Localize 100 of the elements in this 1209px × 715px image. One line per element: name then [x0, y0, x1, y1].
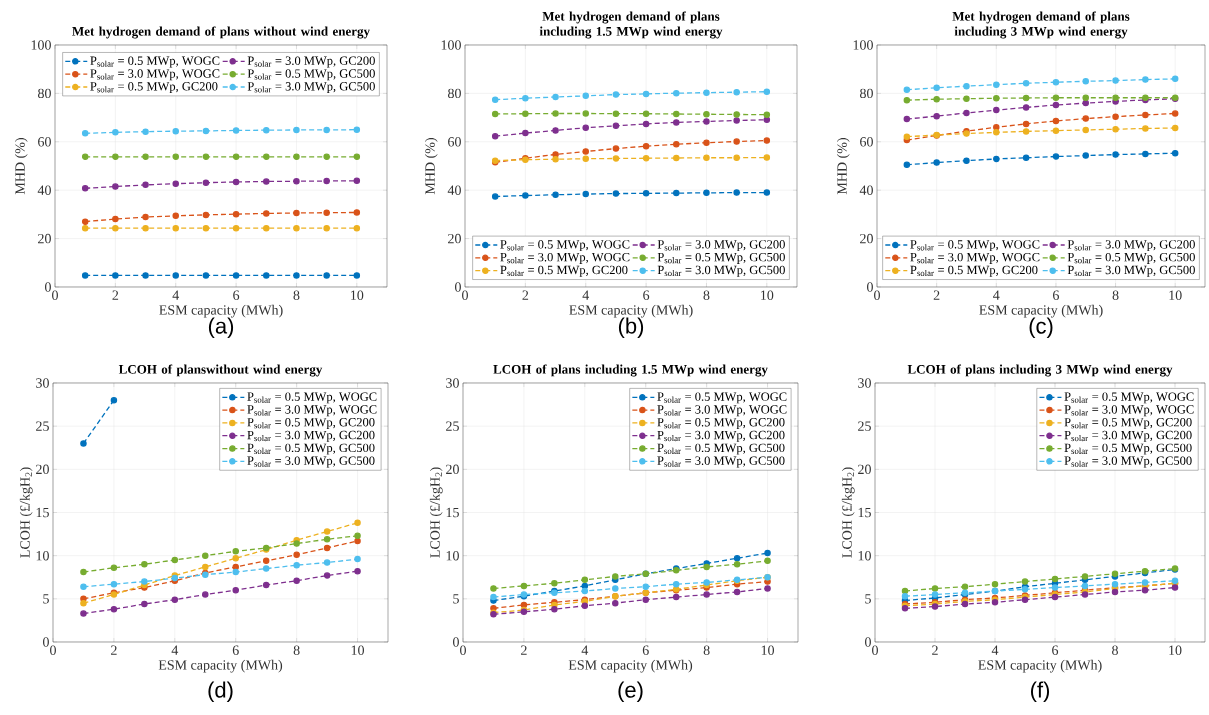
legend-label: P$_{solar}$ = 3.0 MWp, GC500: [657, 265, 785, 277]
y-tick-label: 0: [455, 282, 461, 292]
legend-label: P$_{solar}$ = 0.5 MWp, WOGC: [1064, 392, 1194, 404]
y-tick-label: 30: [858, 378, 871, 388]
legend-label: P$_{solar}$ = 0.5 MWp, GC500: [1064, 443, 1192, 455]
y-tick-label: 0: [865, 637, 871, 647]
y-tick-label: 10: [858, 550, 871, 561]
legend-label: P$_{solar}$ = 0.5 MWp, GC200: [1064, 418, 1192, 429]
y-tick-label: 0: [867, 282, 873, 292]
legend-label: P$_{solar}$ = 3.0 MWp, GC200: [247, 56, 375, 68]
y-tick-label: 25: [446, 421, 459, 431]
legend-label: P$_{solar}$ = 0.5 MWp, WOGC: [910, 240, 1040, 252]
legend-label: P$_{solar}$ = 3.0 MWp, GC500: [657, 456, 785, 468]
legend-label: P$_{solar}$ = 0.5 MWp, WOGC: [247, 392, 377, 404]
y-tick-label: 5: [43, 594, 49, 604]
y-tick-label: 40: [859, 185, 873, 195]
y-tick-label: 80: [38, 88, 51, 99]
y-axis-title: MHD (%): [424, 138, 438, 195]
x-tick-label: 8: [703, 290, 710, 300]
x-tick-label: 2: [933, 290, 940, 300]
legend-label: P$_{solar}$ = 0.5 MWp, WOGC: [90, 56, 220, 68]
chart-title: Met hydrogen demand of plans including 3 MWp wind energy: [952, 11, 1130, 39]
y-tick-label: 40: [447, 185, 461, 195]
x-tick-label: 6: [642, 645, 649, 655]
y-tick-label: 10: [36, 550, 49, 561]
y-tick-label: 80: [860, 88, 873, 99]
y-tick-label: 0: [453, 637, 459, 647]
legend-label: P$_{solar}$ = 3.0 MWp, WOGC: [90, 69, 220, 81]
text: (b): [618, 317, 644, 339]
x-tick-label: 4: [582, 290, 590, 300]
x-tick-label: 4: [172, 290, 180, 300]
legend-label: P$_{solar}$ = 0.5 MWp, GC500: [247, 443, 375, 455]
legend-label: P$_{solar}$ = 3.0 MWp, GC500: [247, 456, 375, 468]
legend-label: P$_{solar}$ = 3.0 MWp, GC200: [1067, 240, 1195, 252]
x-tick-label: 4: [991, 645, 999, 655]
y-tick-label: 20: [38, 233, 51, 244]
legend-label: P$_{solar}$ = 3.0 MWp, GC200: [657, 430, 785, 442]
y-tick-label: 100: [441, 40, 461, 50]
legend-label: P$_{solar}$ = 3.0 MWp, WOGC: [910, 252, 1040, 264]
legend-label: P$_{solar}$ = 0.5 MWp, GC500: [657, 252, 785, 264]
y-tick-label: 20: [448, 233, 461, 244]
y-tick-label: 60: [860, 137, 873, 147]
legend-label: P$_{solar}$ = 0.5 MWp, GC500: [247, 69, 375, 81]
x-tick-label: 8: [1112, 290, 1119, 300]
y-tick-label: 25: [36, 421, 49, 431]
x-tick-label: 2: [112, 290, 119, 300]
x-tick-label: 4: [993, 290, 1000, 300]
x-tick-label: 8: [293, 645, 300, 655]
y-tick-label: 5: [453, 594, 459, 604]
y-tick-label: 60: [448, 137, 461, 147]
legend-label: P$_{solar}$ = 3.0 MWp, WOGC: [247, 405, 377, 417]
legend-label: P$_{solar}$ = 0.5 MWp, WOGC: [657, 392, 787, 404]
x-axis-title: ESM capacity (MWh): [978, 659, 1102, 673]
text: (d): [208, 681, 233, 703]
legend-label: P$_{solar}$ = 3.0 MWp, GC200: [247, 430, 375, 442]
y-tick-label: 10: [446, 550, 459, 561]
x-tick-label: 8: [703, 645, 710, 655]
y-tick-label: 15: [858, 507, 871, 518]
legend-label: P$_{solar}$ = 3.0 MWp, GC500: [1064, 456, 1192, 468]
legend-label: P$_{solar}$ = 0.5 MWp, GC200: [247, 418, 375, 429]
legend-label: P$_{solar}$ = 0.5 MWp, GC200: [910, 265, 1038, 277]
y-axis-title: LCOH (£/kgH$_{2}$): [429, 467, 443, 558]
x-tick-label: 10: [351, 645, 365, 655]
x-tick-label: 8: [293, 290, 300, 300]
chart-title: LCOH of plans including 1.5 MWp wind energy: [493, 364, 768, 377]
y-tick-label: 25: [858, 421, 871, 431]
legend-label: P$_{solar}$ = 0.5 MWp, GC500: [657, 443, 785, 455]
x-tick-label: 10: [1169, 290, 1182, 300]
text: (e): [618, 681, 643, 703]
chart-title: Met hydrogen demand of plans including 1.5 MWp wind energy: [539, 11, 723, 39]
y-tick-label: 40: [37, 185, 51, 195]
y-axis-title: LCOH (£/kgH$_{2}$): [19, 467, 33, 558]
legend-label: P$_{solar}$ = 0.5 MWp, GC200: [657, 418, 785, 429]
y-tick-label: 20: [36, 464, 49, 475]
y-axis-title: MHD (%): [14, 138, 28, 195]
y-tick-label: 20: [860, 233, 873, 244]
legend-label: P$_{solar}$ = 3.0 MWp, GC500: [247, 82, 375, 94]
y-axis-title: LCOH (£/kgH$_{2}$): [841, 467, 855, 558]
x-tick-label: 0: [52, 290, 58, 300]
x-tick-label: 6: [1052, 645, 1059, 655]
text: (f): [1031, 681, 1050, 703]
x-tick-label: 10: [761, 645, 775, 655]
chart-title: LCOH of plans including 3 MWp wind energy: [907, 364, 1173, 377]
y-tick-label: 100: [853, 40, 873, 50]
y-tick-label: 15: [36, 507, 49, 518]
x-axis-title: ESM capacity (MWh): [569, 304, 693, 318]
y-tick-label: 20: [858, 464, 871, 475]
x-tick-label: 6: [1053, 290, 1060, 300]
y-tick-label: 30: [446, 378, 459, 388]
x-tick-label: 4: [581, 645, 589, 655]
x-tick-label: 8: [1112, 645, 1118, 655]
y-tick-label: 0: [45, 282, 51, 292]
x-axis-title: ESM capacity (MWh): [158, 659, 283, 673]
chart-title: Met hydrogen demand of plans without wind energy: [72, 26, 370, 39]
y-tick-label: 30: [36, 378, 49, 388]
legend-label: P$_{solar}$ = 0.5 MWp, WOGC: [500, 240, 630, 252]
x-tick-label: 6: [643, 290, 650, 300]
legend-label: P$_{solar}$ = 3.0 MWp, GC200: [1064, 430, 1192, 442]
x-tick-label: 2: [522, 290, 529, 300]
text: (c): [1029, 317, 1053, 339]
